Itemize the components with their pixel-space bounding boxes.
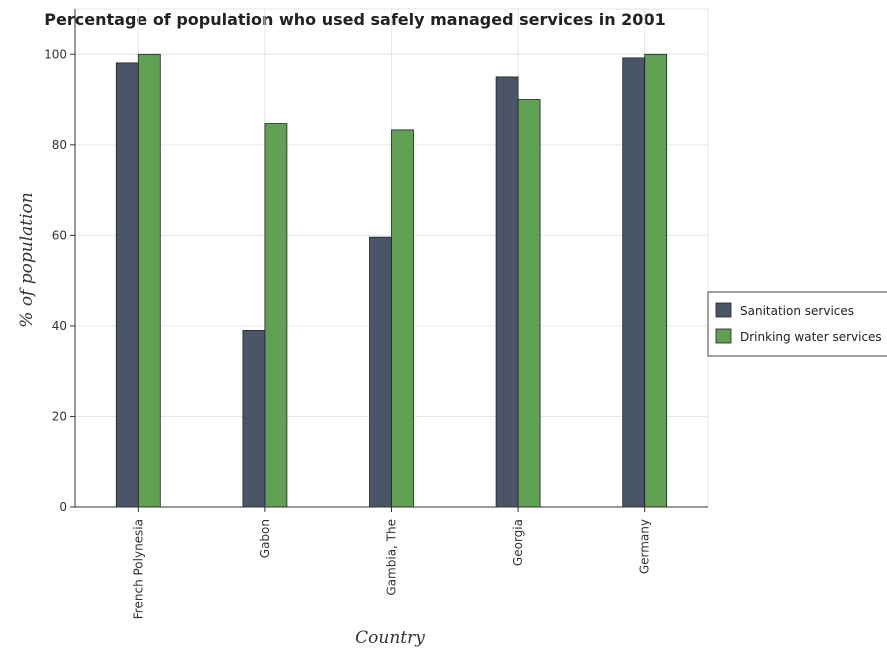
- y-tick-label: 100: [44, 47, 67, 61]
- axes: [70, 9, 708, 512]
- x-tick-label: Gabon: [258, 519, 272, 558]
- y-tick-label: 40: [52, 319, 67, 333]
- y-tick-label: 60: [52, 228, 67, 242]
- bar-sanitation: [242, 330, 266, 508]
- chart-title: Percentage of population who used safely…: [44, 10, 665, 29]
- legend-swatch-sanitation: [715, 302, 732, 318]
- legend-label-drinking: Drinking water services: [740, 330, 882, 344]
- bar-drinking-water: [644, 53, 668, 508]
- y-tick-label: 80: [52, 138, 67, 152]
- bar-sanitation: [369, 236, 392, 508]
- legend-swatch-drinking: [715, 328, 732, 344]
- bar-drinking-water: [264, 123, 288, 508]
- x-tick-label: Germany: [638, 519, 652, 574]
- plot-area: 0 20 40 60 80 100 French Polynesia Gabon Gambia…: [44, 8, 709, 619]
- bar-sanitation: [115, 62, 139, 508]
- bar-drinking-water: [391, 129, 414, 508]
- legend-label-sanitation: Sanitation services: [740, 304, 854, 318]
- y-axis-label: % of population: [17, 192, 37, 327]
- legend: Sanitation services Drinking water servi…: [707, 291, 887, 357]
- x-axis-label: Country: [355, 628, 425, 648]
- x-tick-labels: French Polynesia Gabon Gambia, The Georgia G…: [131, 519, 651, 619]
- x-tick-label: Gambia, The: [385, 519, 399, 596]
- legend-box: [707, 291, 887, 357]
- y-tick-label: 20: [52, 409, 67, 423]
- bar-sanitation: [622, 57, 646, 508]
- bars: [115, 53, 668, 508]
- y-tick-label: 0: [59, 500, 67, 514]
- x-tick-label: French Polynesia: [131, 519, 145, 619]
- x-tick-label: Georgia: [511, 519, 525, 566]
- bar-drinking-water: [137, 53, 161, 508]
- bar-sanitation: [495, 76, 519, 508]
- bar-drinking-water: [517, 99, 541, 508]
- y-tick-labels: 0 20 40 60 80 100: [44, 47, 67, 514]
